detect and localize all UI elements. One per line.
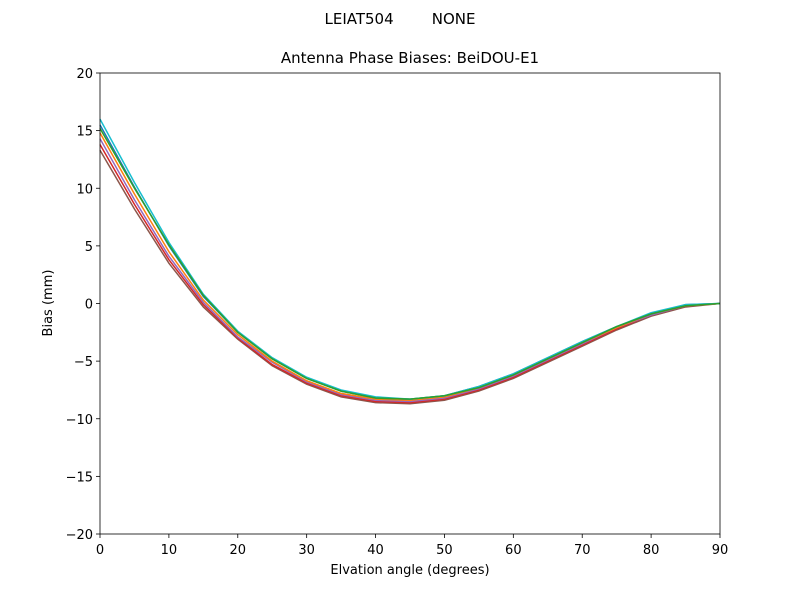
series-line (99, 127, 721, 400)
y-axis-label: Bias (mm) (41, 270, 56, 337)
y-tick-label: −5 (74, 355, 93, 370)
y-tick-label: −20 (66, 528, 93, 543)
suptitle: LEIAT504 NONE (324, 10, 475, 28)
y-tick-label: −10 (66, 413, 93, 428)
series-line (99, 132, 721, 402)
series-line (99, 138, 721, 403)
series-line (99, 124, 721, 400)
x-tick-label: 70 (574, 543, 591, 558)
series-line (99, 149, 721, 405)
series-line (99, 144, 721, 404)
y-tick-label: 20 (76, 67, 93, 82)
x-tick-label: 90 (712, 543, 729, 558)
y-tick-label: 15 (76, 125, 93, 140)
x-tick-label: 40 (367, 543, 384, 558)
chart-title: Antenna Phase Biases: BeiDOU-E1 (281, 49, 539, 67)
x-tick-label: 10 (161, 543, 178, 558)
x-axis-label: Elvation angle (degrees) (330, 563, 489, 578)
y-tick-label: −15 (66, 470, 93, 485)
axes-frame (99, 72, 721, 535)
x-tick-label: 30 (298, 543, 315, 558)
x-tick-label: 20 (230, 543, 247, 558)
x-tick-label: 50 (436, 543, 453, 558)
y-tick-label: 0 (85, 298, 93, 313)
y-tick-label: 5 (85, 240, 93, 255)
y-tick-label: 10 (76, 182, 93, 197)
series-line (99, 118, 721, 400)
x-tick-label: 80 (643, 543, 660, 558)
x-tick-label: 60 (505, 543, 522, 558)
x-tick-label: 0 (96, 543, 104, 558)
